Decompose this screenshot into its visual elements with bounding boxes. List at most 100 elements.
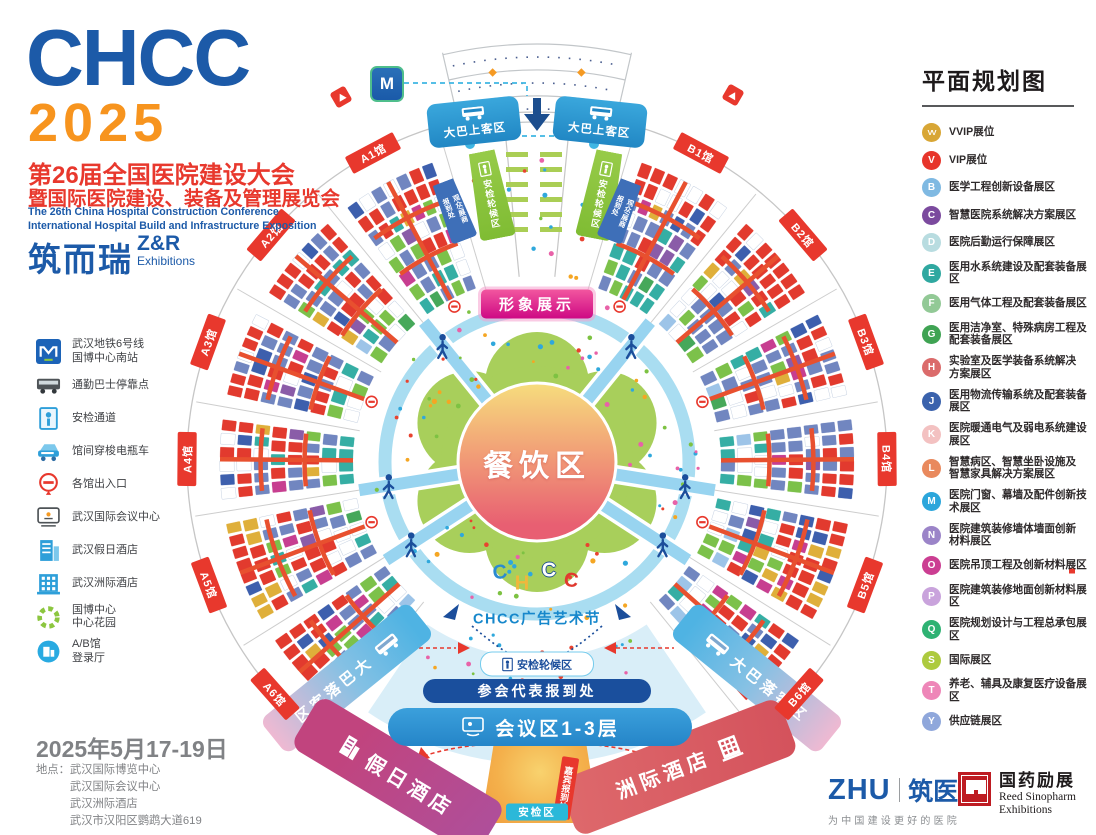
venue-legend-item: 武汉洲际酒店	[36, 571, 226, 597]
zone-legend-text: 实验室及医学装备系统解决	[949, 355, 1077, 367]
address-line: 武汉国际会议中心	[69, 780, 161, 793]
zhu-tagline: 为中国建设更好的医院	[828, 816, 960, 827]
bus-boarding-label: 大巴上客区	[567, 121, 631, 140]
address-line: 武汉国际博览中心	[69, 764, 161, 776]
venue-legend-label: 安检通道	[72, 412, 116, 426]
mascot-letter: C	[541, 559, 557, 582]
event-date: 2025年5月17-19日	[36, 736, 228, 762]
zone-legend-item: K 医院暖通电气及弱电系统建设展区	[922, 422, 1094, 447]
venue-legend-text: 国博中心	[72, 603, 116, 616]
venue-legend-item: 国博中心 中心花园	[36, 604, 226, 632]
event-logo: CHCC	[26, 13, 251, 102]
zone-legend-text: 医院规划设计与工程总承包展区	[949, 617, 1087, 642]
zone-legend-item: Q 医院规划设计与工程总承包展区	[922, 617, 1094, 642]
zone-legend-text: 医院建筑装修地面创新材料展区	[949, 583, 1087, 609]
zone-letter-badge: Q	[922, 620, 941, 639]
mascot-flag-icon	[1069, 568, 1075, 574]
garden-icon	[36, 605, 61, 630]
zone-letter-badge: K	[922, 425, 941, 444]
event-address: 地点： 武汉国际博览中心 武汉国际会议中心 武汉洲际酒店 武汉市汉阳区鹦鹉大道619	[36, 762, 202, 830]
zone-legend-text: 医院暖通电气及弱电系统建设展区	[949, 422, 1087, 447]
zone-legend-item: T 养老、辅具及康复医疗设备展区	[922, 678, 1094, 703]
bus-icon	[588, 105, 613, 121]
zone-legend-label: 医用物流传输系统及配套装备展区	[949, 389, 1094, 414]
venue-legend-text: 通勤巴士停靠点	[72, 378, 149, 391]
bus-icon	[460, 105, 485, 121]
venue-legend-label: 通勤巴士停靠点	[72, 379, 149, 393]
venue-legend-text: 安检通道	[72, 411, 116, 424]
venue-legend-text: 武汉国际会议中心	[72, 510, 160, 523]
venue-legend-item: 武汉地铁6号线 国博中心南站	[36, 338, 226, 366]
security-queue-box: 安检轮候区	[480, 651, 594, 677]
gate-roundel-icon	[36, 472, 61, 497]
zone-letter-badge: F	[922, 294, 941, 313]
zone-legend-text: 配套装备展区	[949, 334, 1013, 346]
zone-legend-item: D 医院后勤运行保障展区	[922, 233, 1094, 252]
venue-legend-item: 武汉假日酒店	[36, 538, 226, 564]
zone-legend-label: 智慧病区、智慧坐卧设施及 智慧家具解决方案展区	[949, 456, 1076, 481]
reed-name-cn: 国药励展	[999, 771, 1075, 790]
venue-legend-label: 武汉地铁6号线 国博中心南站	[72, 338, 144, 366]
venue-legend-item: 安检通道	[36, 406, 226, 432]
zone-letter-badge: C	[922, 205, 941, 225]
zone-legend-label: 医用洁净室、特殊病房工程及 配套装备展区	[949, 322, 1087, 347]
venue-legend-item: 馆间穿梭电瓶车	[36, 439, 226, 465]
zone-legend-text: 医院门窗、幕墙及配件创新技术展区	[949, 489, 1087, 514]
zone-legend-text: 智慧医院系统解决方案展区	[949, 208, 1077, 221]
zone-letter-badge: VV	[922, 123, 941, 142]
security-queue-wedge-right: 安检轮候区	[575, 148, 627, 241]
venue-legend-item: 武汉国际会议中心	[36, 505, 226, 531]
metro-station-icon: M	[370, 66, 404, 102]
zone-letter-badge: G	[922, 324, 941, 344]
zone-legend-item: V VIP展位	[922, 150, 1094, 170]
mascot-h: H	[514, 572, 530, 595]
zone-legend-label: 医学工程创新设备展区	[949, 181, 1055, 194]
zone-letter-badge: P	[922, 586, 941, 606]
security-queue-wedge-left: 安检轮候区	[464, 148, 516, 241]
zone-letter-badge: Y	[922, 711, 941, 731]
image-display-banner: 形象展示	[481, 289, 593, 319]
zone-legend-item: J 医用物流传输系统及配套装备展区	[922, 389, 1094, 414]
zone-legend-label: 实验室及医学装备系统解决 方案展区	[949, 355, 1076, 380]
zone-legend-label: 医院建筑装修墙体墙面创新 材料展区	[949, 523, 1076, 548]
intercontinental-icon	[36, 571, 61, 596]
zone-legend-text: VIP展位	[949, 153, 988, 166]
zone-legend-item: Y 供应链展区	[922, 711, 1094, 731]
metro-icon	[36, 339, 61, 365]
divider	[898, 778, 901, 802]
lobby-icon	[36, 639, 61, 664]
conference-zone-label: 会议区1-3层	[495, 718, 620, 740]
zone-legend-item: S 国际展区	[922, 650, 1094, 670]
zone-legend-text: 医学工程创新设备展区	[949, 181, 1055, 194]
organizer-abbr: Z&R	[137, 232, 181, 255]
zone-legend-label: 医院后勤运行保障展区	[949, 236, 1055, 249]
organizer-sub: Exhibitions	[137, 254, 196, 268]
venue-legend-label: 武汉洲际酒店	[72, 577, 138, 591]
venue-legend-item: 通勤巴士停靠点	[36, 373, 226, 399]
zone-legend-item: L 智慧病区、智慧坐卧设施及 智慧家具解决方案展区	[922, 456, 1094, 481]
zone-letter-badge: O	[922, 556, 941, 575]
zone-legend-item: G 医用洁净室、特殊病房工程及 配套装备展区	[922, 322, 1094, 347]
bus-boarding-zone-left: 大巴上客区	[425, 95, 523, 149]
venue-legend-label: 武汉假日酒店	[72, 544, 138, 558]
conference-icon	[36, 505, 61, 530]
venue-legend-item: 各馆出入口	[36, 472, 226, 498]
zone-legend-item: E 医用水系统建设及配套装备展区	[922, 261, 1094, 286]
zone-legend-label: 医院暖通电气及弱电系统建设展区	[949, 422, 1094, 447]
event-year: 2025	[28, 93, 169, 153]
holiday-inn-icon	[36, 538, 61, 563]
zone-legend-text: 医用气体工程及配套装备展区	[949, 297, 1087, 310]
reed-name-en1: Reed Sinopharm	[999, 790, 1076, 803]
reed-name-en2: Exhibitions	[999, 803, 1053, 816]
zone-letter-badge: H	[922, 358, 941, 377]
security-person-icon	[599, 160, 614, 177]
venue-legend-text: 国博中心南站	[72, 351, 138, 364]
zone-legend-text: 养老、辅具及康复医疗设备展区	[949, 678, 1087, 703]
zone-letter-badge: T	[922, 681, 941, 700]
venue-legend-text: 各馆出入口	[72, 477, 127, 490]
zone-legend-item: H 实验室及医学装备系统解决 方案展区	[922, 355, 1094, 380]
venue-legend-text: A/B馆	[72, 638, 101, 650]
holiday-inn-band: 假日酒店	[289, 694, 507, 835]
zone-legend-text: 医用物流传输系统及配套装备展区	[949, 388, 1087, 414]
